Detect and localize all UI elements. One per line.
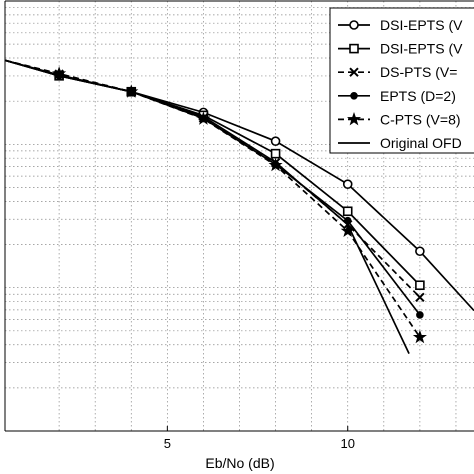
series-2-point-6	[415, 292, 425, 302]
series-0-point-6	[415, 246, 425, 257]
x-tick-label-1: 10	[340, 436, 354, 451]
legend-marker-4	[346, 111, 362, 126]
legend-label-4: C-PTS (V=8)	[380, 111, 461, 127]
legend-label-3: EPTS (D=2)	[380, 88, 456, 104]
series-0-point-5	[342, 179, 353, 189]
legend-marker-2	[349, 67, 359, 77]
legend-marker-1	[349, 43, 359, 54]
legend-label-5: Original OFD	[380, 135, 462, 151]
series-layer	[4, 59, 474, 354]
series-1-point-5	[342, 206, 353, 217]
legend: DSI-EPTS (V DSI-EPTS (V DS-PTS (V= EPTS (D=…	[329, 7, 474, 154]
x-ticks: 5 10	[164, 426, 355, 451]
series-3-point-6	[416, 311, 424, 319]
legend-label-2: DS-PTS (V=	[380, 64, 457, 80]
series-4-point-5	[340, 223, 355, 238]
x-tick-label-0: 5	[164, 436, 171, 451]
x-axis-label: Eb/No (dB)	[205, 455, 274, 471]
series-4-point-6	[412, 329, 427, 344]
series-0-point-4	[270, 136, 281, 146]
axes	[4, 0, 474, 432]
series-line-5	[4, 59, 410, 354]
series-5	[4, 59, 410, 354]
series-4-point-3	[196, 111, 211, 125]
legend-marker-3	[350, 92, 358, 100]
series-1-point-4	[270, 148, 281, 159]
series-1-point-6	[415, 280, 425, 291]
legend-label-1: DSI-EPTS (V	[380, 41, 463, 57]
legend-label-0: DSI-EPTS (V	[380, 17, 463, 33]
legend-marker-0	[349, 20, 359, 30]
legend-box	[329, 7, 474, 154]
series-4-point-4	[268, 157, 283, 172]
